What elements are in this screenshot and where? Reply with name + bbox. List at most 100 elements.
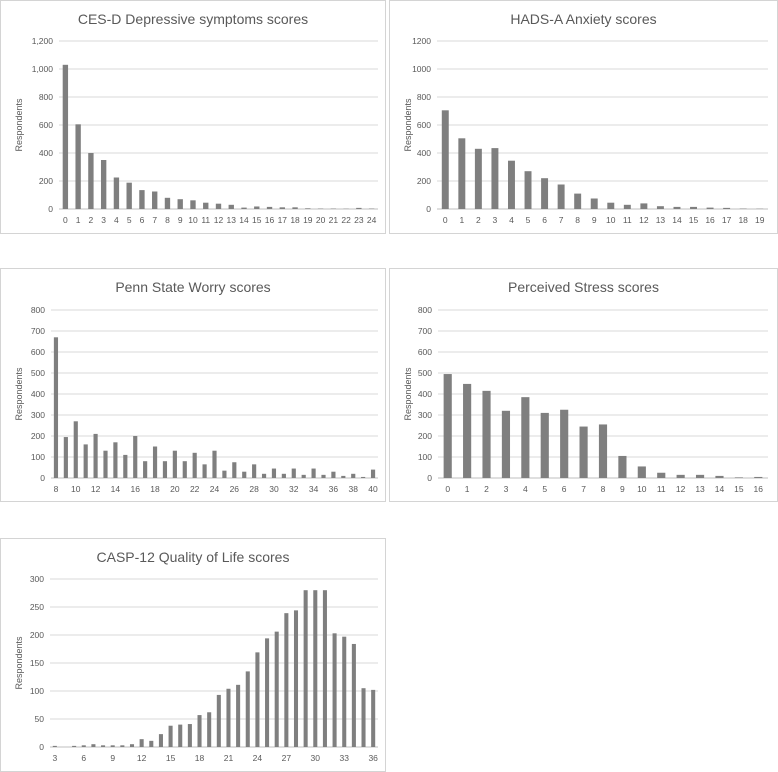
- bar: [332, 633, 337, 747]
- x-tick-label: 15: [689, 215, 699, 225]
- x-tick-label: 6: [140, 215, 145, 225]
- x-tick-label: 21: [329, 215, 339, 225]
- x-tick-label: 33: [340, 753, 350, 763]
- bar: [133, 436, 138, 478]
- x-tick-label: 11: [657, 484, 666, 494]
- bar: [216, 694, 221, 747]
- x-tick-label: 18: [290, 215, 300, 225]
- y-tick-label: 200: [30, 630, 44, 640]
- y-tick-label: 200: [39, 176, 53, 186]
- x-tick-label: 12: [214, 215, 224, 225]
- bar: [598, 424, 608, 478]
- bar: [371, 689, 376, 747]
- y-axis-label: Respondents: [14, 367, 24, 421]
- y-tick-label: 600: [417, 120, 431, 130]
- y-tick-label: 100: [30, 686, 44, 696]
- x-tick-label: 1: [459, 215, 464, 225]
- bar: [72, 745, 77, 747]
- bar: [293, 610, 299, 747]
- bar: [123, 454, 128, 478]
- bar: [245, 671, 250, 747]
- x-tick-label: 5: [526, 215, 531, 225]
- bar: [228, 204, 234, 209]
- x-tick-label: 3: [101, 215, 106, 225]
- bar: [254, 206, 260, 209]
- x-tick-label: 2: [484, 484, 489, 494]
- bar: [152, 446, 158, 478]
- y-tick-label: 0: [426, 204, 431, 214]
- y-tick-label: 300: [418, 410, 432, 420]
- x-tick-label: 32: [289, 484, 299, 494]
- y-axis-label: Respondents: [14, 98, 24, 152]
- bar: [241, 207, 247, 209]
- x-tick-label: 15: [166, 753, 176, 763]
- bar: [690, 206, 698, 209]
- y-tick-label: 0: [427, 473, 432, 483]
- bar: [291, 468, 296, 478]
- chart-svg-cesd: CES-D Depressive symptoms scores02004006…: [14, 11, 378, 225]
- y-tick-label: 400: [417, 148, 431, 158]
- bar: [540, 412, 549, 478]
- y-tick-label: 1,200: [32, 36, 54, 46]
- bar: [212, 450, 217, 478]
- bar: [81, 745, 86, 747]
- bar: [321, 474, 326, 478]
- x-tick-label: 4: [509, 215, 514, 225]
- bar: [63, 437, 68, 478]
- x-tick-label: 17: [722, 215, 732, 225]
- bar: [303, 590, 308, 747]
- y-tick-label: 400: [418, 389, 432, 399]
- bar: [236, 684, 241, 747]
- y-tick-label: 150: [30, 658, 44, 668]
- bar: [341, 475, 346, 478]
- x-tick-label: 15: [252, 215, 262, 225]
- chart-title: CES-D Depressive symptoms scores: [78, 11, 308, 27]
- bar: [370, 469, 376, 478]
- chart-svg-hads: HADS-A Anxiety scores0200400600800100012…: [403, 11, 768, 225]
- bar: [560, 409, 569, 478]
- x-tick-label: 1: [76, 215, 81, 225]
- bar: [113, 442, 118, 478]
- y-tick-label: 0: [40, 473, 45, 483]
- x-tick-label: 6: [542, 215, 547, 225]
- x-tick-label: 0: [63, 215, 68, 225]
- x-tick-label: 10: [606, 215, 616, 225]
- x-tick-label: 2: [89, 215, 94, 225]
- y-tick-label: 300: [31, 410, 45, 420]
- bar: [501, 410, 511, 478]
- bar: [637, 466, 646, 478]
- bar: [618, 455, 627, 478]
- bar: [482, 390, 491, 478]
- bar: [361, 688, 366, 747]
- bar: [52, 745, 57, 747]
- y-tick-label: 800: [418, 305, 432, 315]
- x-tick-label: 7: [152, 215, 157, 225]
- bar: [178, 724, 183, 747]
- bar: [305, 208, 311, 209]
- y-tick-label: 1000: [412, 64, 431, 74]
- x-tick-label: 24: [367, 215, 377, 225]
- x-tick-label: 28: [249, 484, 259, 494]
- bar: [474, 148, 482, 209]
- bar: [676, 474, 685, 478]
- x-tick-label: 30: [311, 753, 321, 763]
- bar: [197, 715, 202, 747]
- x-tick-label: 3: [493, 215, 498, 225]
- bar: [356, 207, 362, 209]
- x-tick-label: 9: [110, 753, 115, 763]
- y-axis-label: Respondents: [403, 367, 413, 421]
- x-tick-label: 8: [575, 215, 580, 225]
- bar: [53, 337, 59, 478]
- y-tick-label: 200: [31, 431, 45, 441]
- bar: [284, 613, 289, 747]
- bar: [331, 471, 336, 478]
- bar: [83, 444, 88, 478]
- bar: [715, 475, 724, 478]
- chart-panel-cesd: CES-D Depressive symptoms scores 0 200 400 6…: [0, 0, 386, 234]
- x-tick-label: 16: [705, 215, 715, 225]
- bar: [120, 745, 125, 747]
- x-tick-label: 1: [465, 484, 470, 494]
- y-tick-label: 800: [31, 305, 45, 315]
- chart-title: Penn State Worry scores: [115, 279, 270, 295]
- y-tick-label: 500: [31, 368, 45, 378]
